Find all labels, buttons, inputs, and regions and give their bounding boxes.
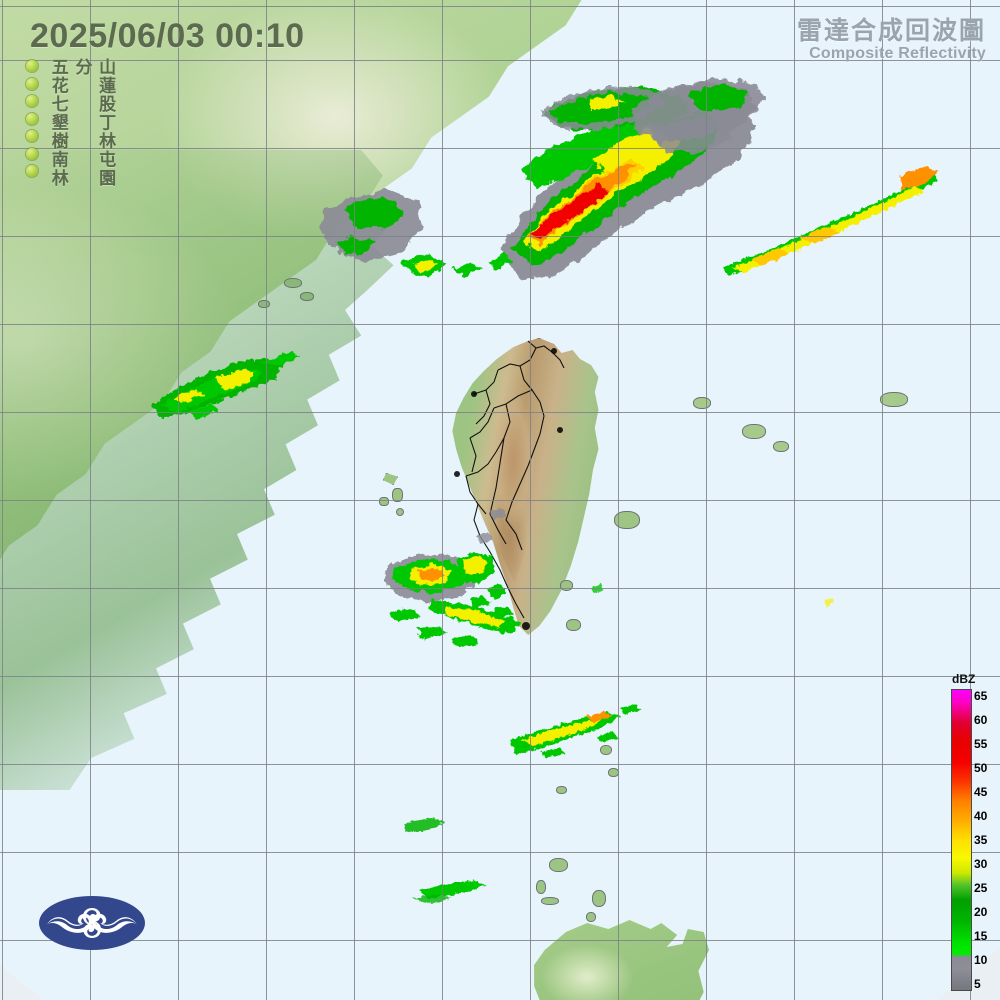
echo-over-taiwan-southwest [456, 508, 514, 618]
batanes-island [556, 786, 567, 794]
ryukyu-island [773, 441, 789, 452]
colorbar-tick: 25 [974, 881, 988, 895]
station-marker-icon [26, 112, 38, 125]
title-block: 雷達合成回波圖 Composite Reflectivity [797, 18, 986, 63]
batanes-island [586, 912, 596, 922]
station-marker-icon [26, 130, 38, 142]
batanes-island [536, 880, 546, 894]
echo-southwest-taiwan [384, 554, 520, 648]
station-marker-group [26, 58, 38, 177]
colorbar-tick: 50 [974, 761, 988, 775]
station-column-3: 山蓮股丁林屯園 [96, 58, 116, 188]
echo-southern-weak-lines [404, 584, 834, 904]
cwa-logo-wave-motif [46, 908, 138, 938]
colorbar-tick: 20 [974, 905, 988, 919]
dbz-colorbar: dBZ 65 60 55 50 45 40 35 30 25 20 15 10 … [948, 672, 1000, 994]
radar-station-list: 山蓮股丁林屯園 分 五花七墾樹南林 [26, 58, 115, 188]
green-island [560, 580, 573, 591]
colorbar-tick: 55 [974, 737, 988, 751]
echo-northeast-stratiform [632, 78, 766, 152]
echo-fujian-inland [152, 352, 300, 420]
echo-china-coastal-gray [322, 190, 514, 278]
station-marker-icon [26, 95, 38, 107]
colorbar-gradient [951, 689, 972, 991]
batanes-island [549, 858, 568, 872]
batanes-island [592, 890, 606, 907]
station-column-2: 分 [72, 58, 92, 77]
station-marker-icon [26, 77, 38, 90]
cwa-logo [39, 896, 145, 950]
colorbar-tick: 65 [974, 689, 988, 703]
batanes-island [541, 897, 559, 905]
station-marker-icon [26, 165, 38, 177]
offshore-islet [284, 278, 302, 288]
colorbar-tick-labels: 65 60 55 50 45 40 35 30 25 20 15 10 5 [974, 682, 1000, 996]
penghu-island [396, 508, 404, 516]
batanes-island [600, 745, 612, 755]
offshore-islet [258, 300, 270, 308]
echo-ryukyu-linear-band [722, 166, 938, 276]
colorbar-tick: 60 [974, 713, 988, 727]
colorbar-tick: 45 [974, 785, 988, 799]
ryukyu-island [614, 511, 640, 529]
timestamp-label: 2025/06/03 00:10 [30, 17, 305, 55]
colorbar-tick: 10 [974, 953, 988, 967]
echo-mid-channel-band [510, 704, 642, 758]
penghu-island [379, 497, 389, 506]
colorbar-tick: 30 [974, 857, 988, 871]
offshore-islet [300, 292, 314, 301]
station-column-1: 五花七墾樹南林 [48, 58, 68, 188]
penghu-island [392, 488, 403, 502]
title-english: Composite Reflectivity [809, 45, 986, 63]
title-chinese: 雷達合成回波圖 [796, 17, 986, 45]
colorbar-tick: 15 [974, 929, 988, 943]
ryukyu-island [880, 392, 908, 407]
colorbar-tick: 35 [974, 833, 988, 847]
station-marker-icon [26, 60, 38, 72]
station-marker-icon [26, 147, 38, 160]
ryukyu-island [742, 424, 766, 439]
colorbar-tick: 40 [974, 809, 988, 823]
orchid-island [566, 619, 581, 631]
colorbar-unit-label: dBZ [952, 672, 976, 686]
colorbar-tick: 5 [974, 977, 981, 991]
